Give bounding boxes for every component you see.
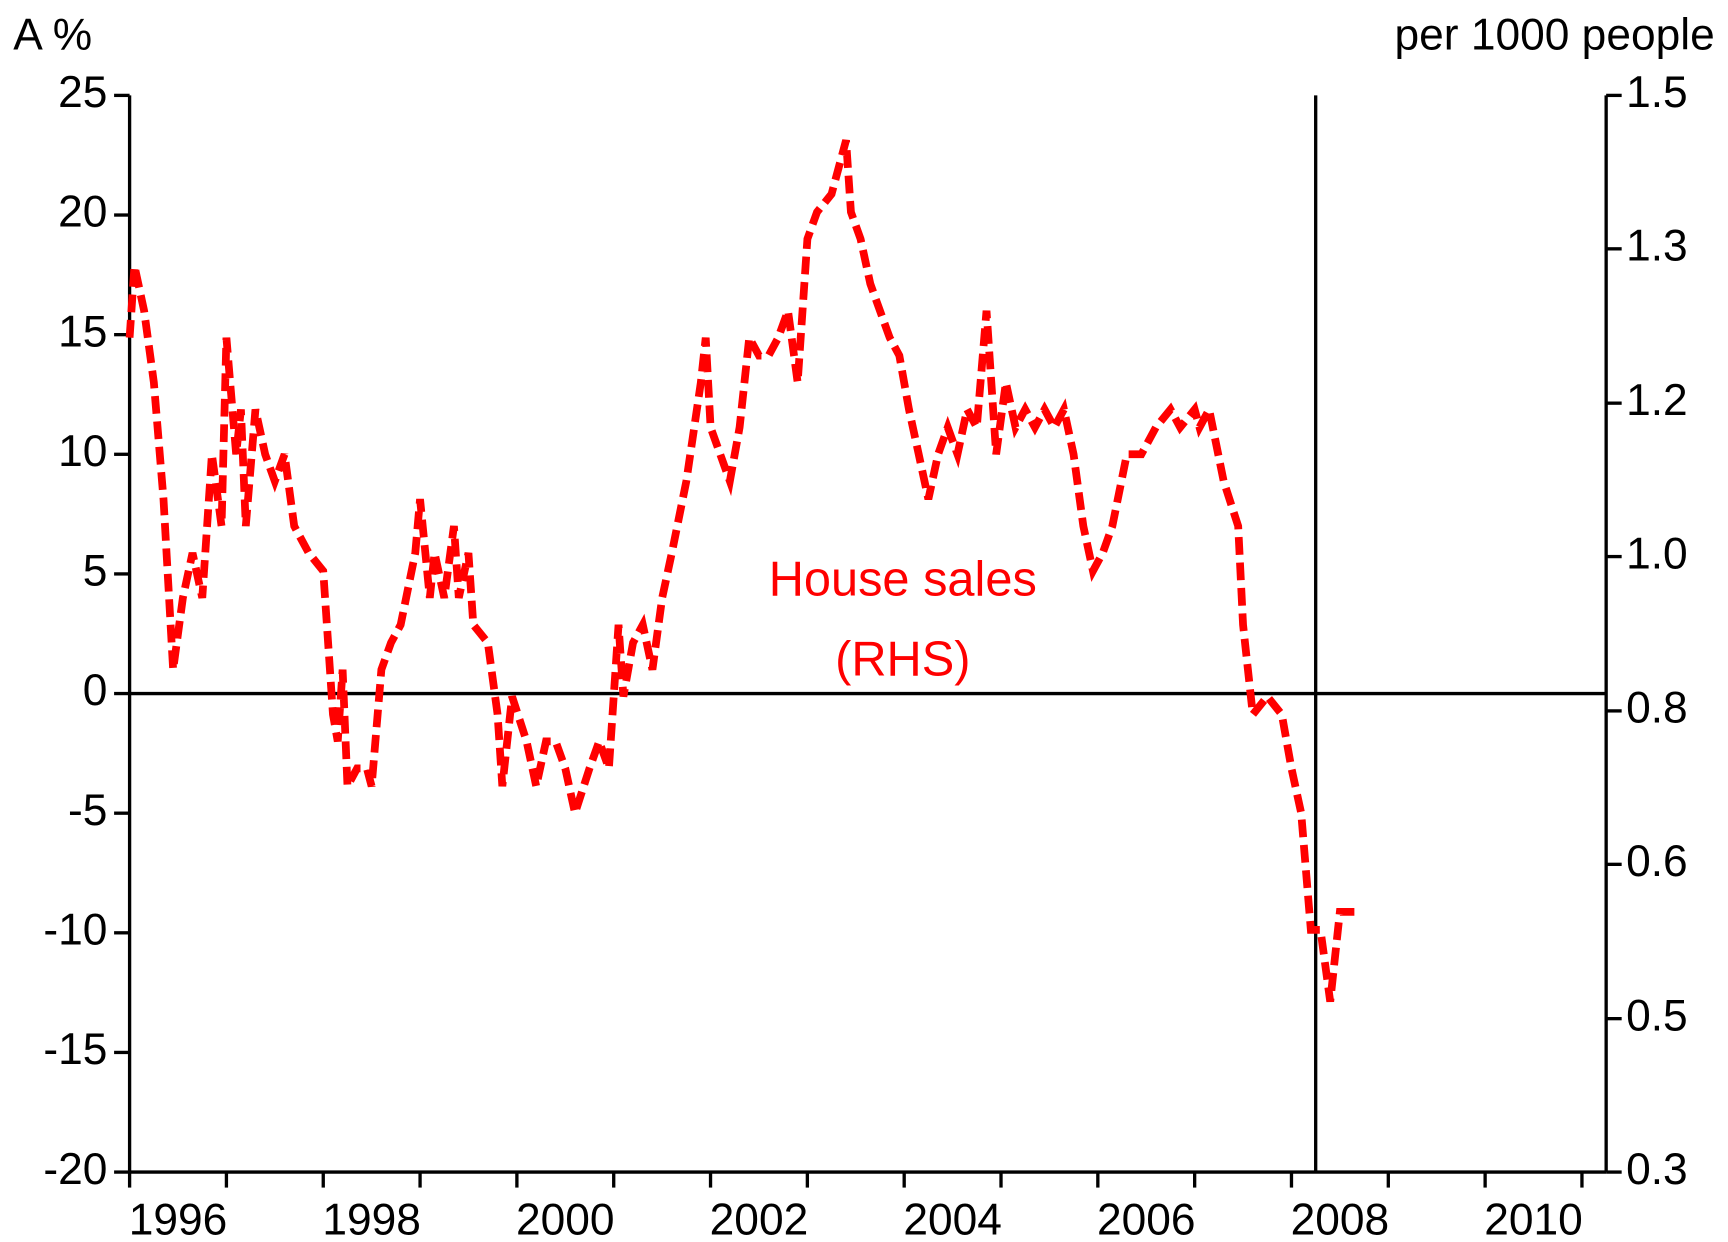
- x-tick-label: 2002: [710, 1196, 809, 1242]
- x-tick-label: 2000: [516, 1196, 615, 1242]
- y-tick-label: 15: [58, 307, 107, 356]
- data-line: [125, 139, 1355, 1003]
- x-tick-label: 2006: [1097, 1196, 1196, 1242]
- y-axis-label: A %: [13, 11, 92, 60]
- y-tick-label: 5: [83, 547, 108, 596]
- y-tick-label: -5: [68, 786, 107, 835]
- y2-tick-label: 1.3: [1626, 222, 1688, 271]
- y2-tick-label: 0.8: [1626, 684, 1688, 733]
- y-tick-label: -20: [43, 1145, 107, 1194]
- y2-axis-label: per 1000 people: [1395, 11, 1715, 60]
- annotation: (RHS): [835, 632, 970, 686]
- x-tick-label: 2008: [1291, 1196, 1390, 1242]
- x-tick-label: 1998: [322, 1196, 421, 1242]
- y-tick-label: 25: [58, 68, 107, 117]
- y-tick-label: 10: [58, 427, 107, 476]
- x-tick-label: 2004: [903, 1196, 1002, 1242]
- y2-tick-label: 1.5: [1626, 68, 1688, 117]
- y2-tick-label: 0.6: [1626, 837, 1688, 886]
- y-tick-label: 20: [58, 188, 107, 237]
- y2-tick-label: 1.2: [1626, 376, 1688, 425]
- series-label: House sales: [769, 553, 1037, 607]
- y-tick-label: -10: [43, 906, 107, 955]
- y-tick-label: -15: [43, 1025, 107, 1074]
- x-tick-label: 1996: [129, 1196, 228, 1242]
- x-tick-label: 2010: [1484, 1196, 1583, 1242]
- y2-tick-label: 1.0: [1626, 529, 1688, 578]
- y-tick-label: 0: [83, 666, 108, 715]
- y2-tick-label: 0.3: [1626, 1145, 1688, 1194]
- y2-tick-label: 0.5: [1626, 991, 1688, 1040]
